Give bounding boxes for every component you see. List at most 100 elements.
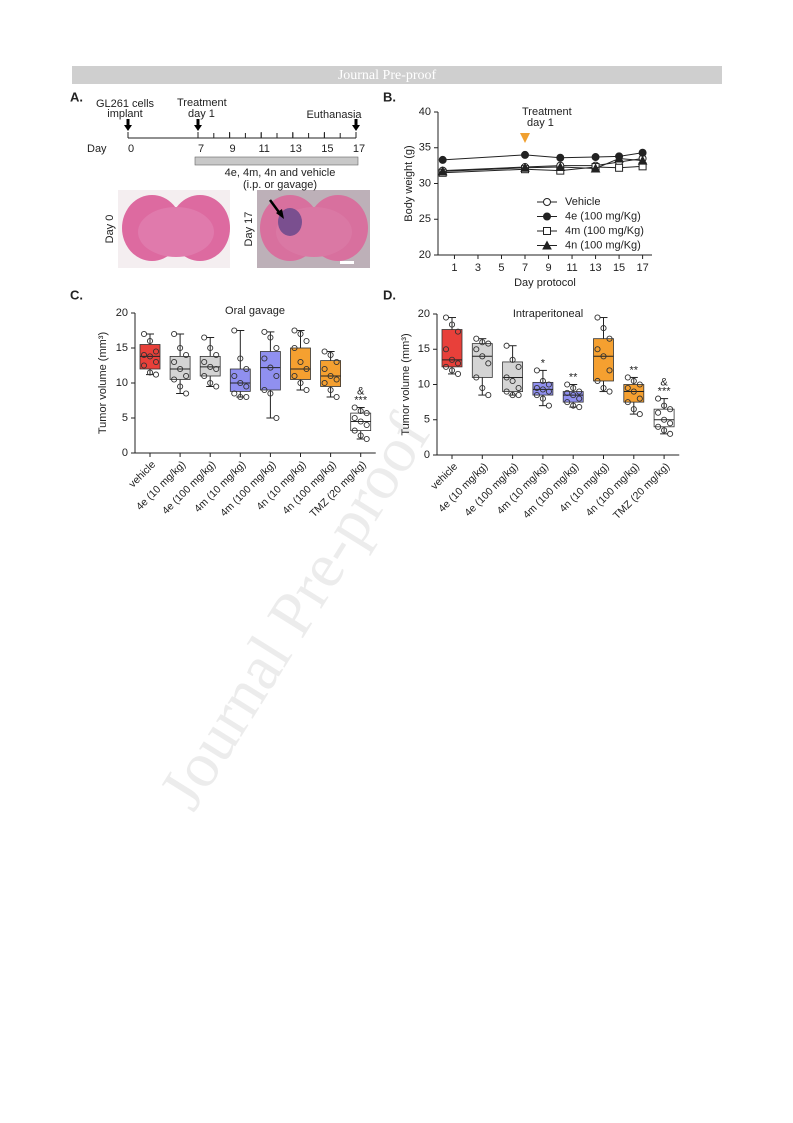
data-point [485,360,492,367]
data-point [201,358,208,366]
timeline-tick-label: 13 [290,143,302,155]
data-point [213,383,220,390]
y-tick-label: 15 [116,342,128,354]
data-point [667,430,674,437]
series-line [442,157,643,172]
y-tick-label: 35 [419,142,431,154]
box [593,338,614,382]
data-point [630,377,637,385]
data-point [140,351,148,359]
data-point [509,377,516,385]
data-point [171,358,178,366]
legend-marker [542,240,552,250]
data-point [152,358,160,366]
data-point [140,362,148,369]
data-point [351,427,358,434]
data-point [473,346,480,353]
significance-label: & [660,377,668,389]
legend-marker [543,227,551,235]
data-point [357,432,364,439]
annotation-text: day 1 [527,117,554,129]
data-point [515,384,522,392]
y-axis-label: Tumor volume (mm³) [97,332,109,434]
data-point [146,353,154,360]
data-point [303,365,310,373]
box [290,347,311,380]
implant-label: implant [107,108,142,120]
data-point [661,402,668,409]
data-point [533,392,540,399]
data-point [140,330,148,338]
data-point [556,153,565,162]
data-point [515,392,522,399]
data-point [473,335,480,342]
data-point [533,367,540,374]
data-point [503,388,510,395]
y-tick-label: 5 [424,414,430,426]
data-point [327,351,334,359]
chart-title: Intraperitoneal [513,308,583,320]
data-point [273,414,280,422]
data-point [273,372,280,380]
data-point [515,363,522,370]
y-tick-label: 0 [122,447,128,459]
data-point [576,404,583,411]
y-tick-label: 40 [419,106,431,118]
data-point [564,389,571,397]
annotation-marker [520,133,531,143]
x-tick-label: 9 [545,262,551,274]
data-point [667,420,674,427]
data-point [291,327,298,334]
data-point [555,161,566,172]
timeline-tick-label: 15 [321,143,333,155]
data-point [576,395,583,402]
data-point [473,374,480,381]
data-point [438,155,447,164]
data-point [600,384,607,392]
data-point [594,314,601,321]
data-point [624,374,631,381]
data-point [661,416,668,423]
data-point [146,337,154,345]
x-tick-label: 17 [636,262,648,274]
header-title: Journal Pre-proof [338,68,437,83]
x-tick-label: 11 [566,262,577,274]
timeline-tick-label: 17 [353,143,365,155]
data-point [357,407,364,415]
y-tick-label: 20 [418,308,430,320]
treatment-bar [194,156,359,166]
significance-label: ** [569,371,578,383]
data-point [333,393,340,401]
box [623,384,645,403]
brain-image-day0 [118,190,230,268]
significance-label: *** [658,386,672,398]
panel-label: D. [383,287,396,302]
data-point [291,372,298,380]
legend-label: 4n (100 mg/Kg) [565,239,641,251]
data-point [303,337,310,345]
data-point [363,421,370,429]
timeline-tick-label: 9 [230,143,236,155]
y-axis-label: Body weight (g) [403,145,415,221]
box [502,361,524,392]
legend-marker [543,198,551,206]
x-axis-label: Day protocol [514,277,576,289]
data-point [655,395,662,402]
data-point [237,379,244,387]
box [562,391,584,403]
data-point [606,388,613,395]
data-point [503,374,510,381]
y-axis-label: Tumor volume (mm³) [400,333,412,435]
data-point [545,381,552,388]
event-arrow-head [124,125,132,131]
data-point [590,163,601,173]
x-tick-label: 5 [498,262,504,274]
x-tick-label: 7 [522,262,528,274]
data-point [637,155,648,165]
legend-label: Vehicle [565,196,600,208]
data-point [564,399,571,406]
data-point [351,404,358,411]
data-point [479,353,486,360]
